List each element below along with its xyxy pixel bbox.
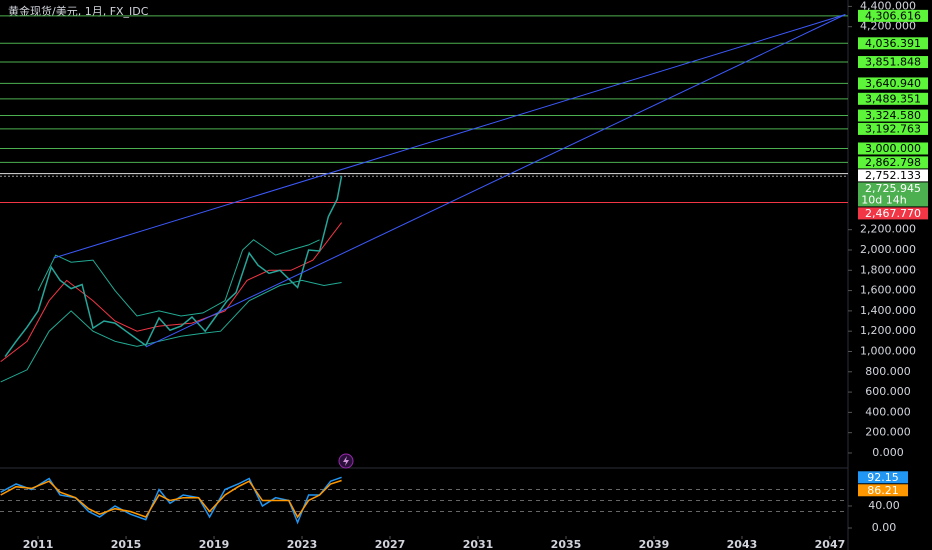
rsi-tick-label: 40.00 [868, 499, 900, 512]
y-tick-label: 1,400.000 [860, 304, 916, 317]
price-level-box [858, 92, 928, 105]
price-level-box [858, 182, 928, 207]
price-level-box [858, 207, 928, 220]
rsi-value-label: 92.15 [867, 471, 899, 484]
x-tick-label: 2039 [639, 538, 670, 550]
trend-line [53, 14, 846, 259]
price-level-label: 3,489.351 [865, 92, 921, 105]
x-tick-label: 2011 [23, 538, 54, 550]
price-level-label: 3,640.940 [865, 77, 921, 90]
price-line [4, 175, 343, 358]
x-tick-label: 2023 [287, 538, 318, 550]
trend-line [145, 14, 846, 348]
price-level-box [858, 169, 928, 182]
rsi-tick-label: 0.00 [872, 521, 897, 534]
y-tick-label: 1,800.000 [860, 263, 916, 276]
price-level-box [858, 109, 928, 122]
y-tick-label: 2,000.000 [860, 243, 916, 256]
y-tick-label: 200.000 [865, 426, 911, 439]
rsi-line [0, 476, 342, 525]
moving-average [0, 222, 342, 362]
x-tick-label: 2031 [463, 538, 494, 550]
x-tick-label: 2015 [111, 538, 142, 550]
y-tick-label: 1,600.000 [860, 284, 916, 297]
price-level-box [858, 9, 928, 22]
price-level-box [858, 56, 928, 69]
price-level-box [858, 77, 928, 90]
y-tick-label: 400.000 [865, 405, 911, 418]
bollinger-lower [0, 279, 342, 383]
price-level-box [858, 122, 928, 135]
price-level-label: 4,036.391 [865, 37, 921, 50]
y-tick-label: 1,000.000 [860, 344, 916, 357]
price-level-label: 2,725.945 [865, 182, 921, 195]
countdown-label: 10d 14h [861, 193, 906, 206]
price-level-label: 3,000.000 [865, 142, 921, 155]
rsi-value-box [858, 484, 908, 497]
price-level-label: 2,752.133 [865, 169, 921, 182]
rsi-value-box [858, 471, 908, 484]
x-tick-label: 2047 [815, 538, 846, 550]
price-level-label: 2,467.770 [865, 207, 921, 220]
y-tick-label: 800.000 [865, 365, 911, 378]
price-level-box [858, 37, 928, 50]
price-level-label: 3,324.580 [865, 109, 921, 122]
rsi-value-label: 86.21 [867, 484, 899, 497]
y-tick-label: 4,200.000 [860, 20, 916, 33]
y-tick-label: 2,200.000 [860, 223, 916, 236]
price-level-label: 4,306.616 [865, 9, 921, 22]
event-bolt [343, 456, 349, 466]
x-tick-label: 2019 [199, 538, 230, 550]
bollinger-upper [37, 239, 320, 317]
price-level-box [858, 156, 928, 169]
price-level-label: 3,851.848 [865, 56, 921, 69]
x-tick-label: 2027 [375, 538, 406, 550]
x-tick-label: 2043 [727, 538, 758, 550]
rsi-line [0, 479, 342, 519]
price-level-label: 3,192.763 [865, 122, 921, 135]
price-level-box [858, 142, 928, 155]
price-level-label: 2,862.798 [865, 156, 921, 169]
chart-title: 黄金现货/美元, 1月, FX_IDC [8, 4, 149, 18]
y-tick-label: 600.000 [865, 385, 911, 398]
y-tick-label: 0.000 [872, 446, 904, 459]
x-tick-label: 2035 [551, 538, 582, 550]
y-tick-label: 1,200.000 [860, 324, 916, 337]
y-tick-label: 4,400.000 [860, 0, 916, 12]
